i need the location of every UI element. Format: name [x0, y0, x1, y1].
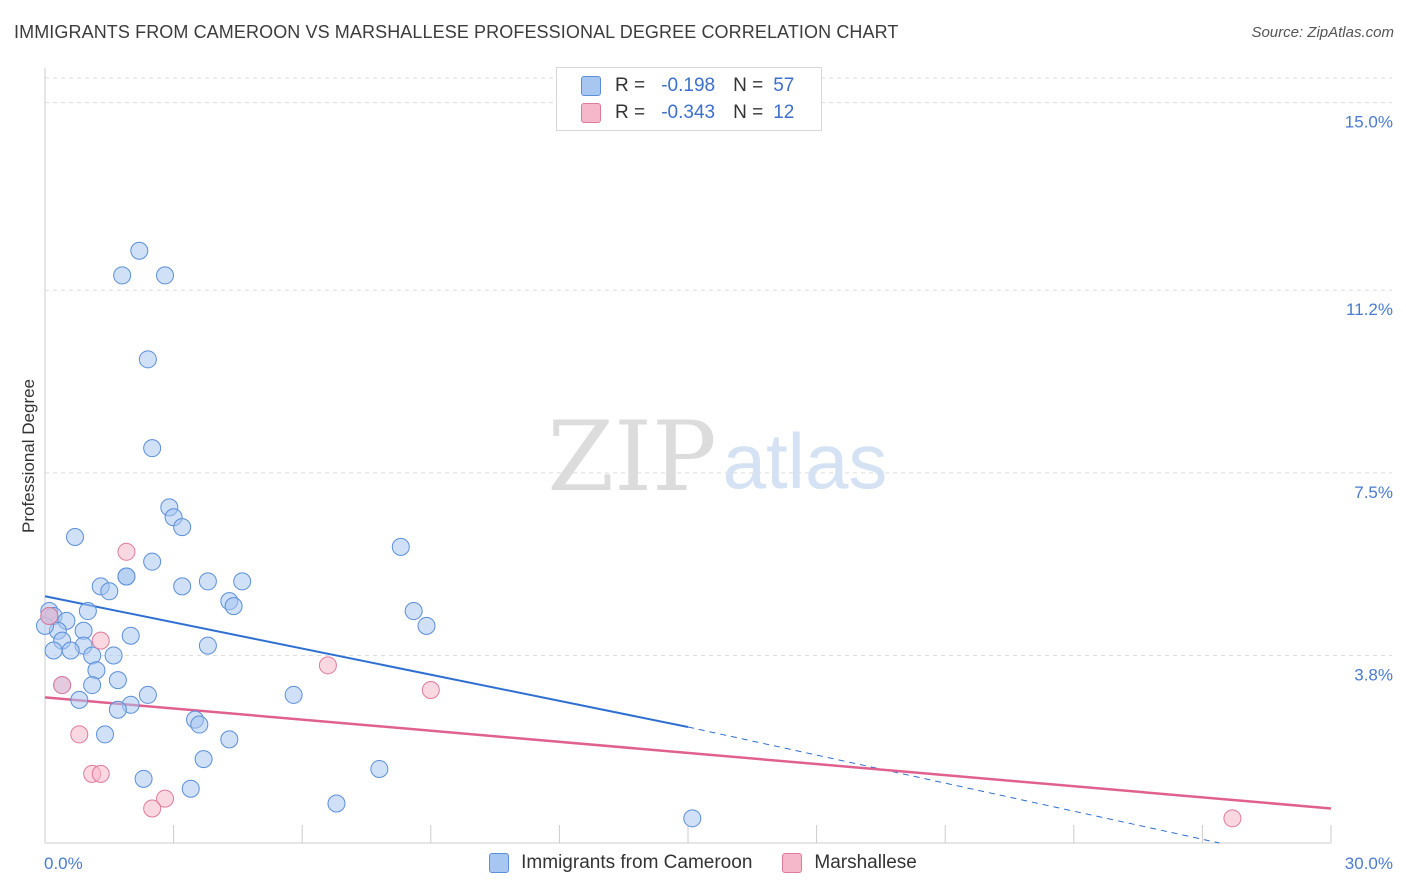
data-point-cameroon: [108, 671, 127, 690]
data-point-cameroon: [117, 567, 136, 586]
legend-swatch-cameroon: [489, 853, 510, 873]
legend-r-value: -0.343: [661, 102, 716, 123]
axes: [44, 68, 1332, 844]
legend-n-value: 12: [773, 102, 795, 123]
legend-n-label: N =: [733, 75, 764, 96]
x-tick-label: 0.0%: [44, 854, 83, 873]
series-cameroon-points: [36, 241, 702, 828]
correlation-legend: R = -0.198 N = 57 R = -0.343 N = 12: [556, 67, 822, 131]
watermark-atlas: atlas: [723, 417, 888, 505]
source-label: Source: ZipAtlas.com: [1251, 24, 1394, 41]
data-point-marshallese: [53, 676, 72, 695]
data-point-cameroon: [194, 750, 213, 769]
data-point-cameroon: [108, 700, 127, 719]
trend-line-cameroon-extrapolated: [687, 726, 1220, 844]
data-point-marshallese: [91, 631, 110, 650]
legend-n-value: 57: [773, 75, 795, 96]
data-point-cameroon: [198, 636, 217, 655]
data-point-cameroon: [156, 266, 175, 285]
watermark-zip: ZIP: [547, 401, 716, 513]
trend-lines: [44, 595, 1332, 844]
data-point-cameroon: [173, 518, 192, 537]
data-point-marshallese: [40, 606, 59, 625]
y-tick-label: 11.2%: [1346, 300, 1393, 319]
legend-item-cameroon: Immigrants from Cameroon: [489, 852, 752, 874]
series-marshallese-points: [40, 542, 1242, 828]
data-point-cameroon: [66, 528, 85, 546]
data-point-cameroon: [233, 572, 252, 591]
data-point-cameroon: [327, 794, 346, 813]
data-point-cameroon: [121, 626, 140, 645]
x-tick-label: 30.0%: [1345, 854, 1393, 873]
data-point-cameroon: [100, 582, 119, 601]
legend-r-label: R =: [615, 75, 646, 96]
data-point-marshallese: [117, 542, 136, 561]
legend-label-cameroon: Immigrants from Cameroon: [521, 852, 753, 873]
y-axis-label: Professional Degree: [19, 379, 38, 533]
tick-labels: 3.8% 7.5% 11.2% 15.0% 0.0% 30.0%: [44, 113, 1393, 873]
data-point-marshallese: [91, 764, 110, 783]
data-point-cameroon: [224, 597, 243, 616]
data-point-cameroon: [190, 715, 209, 734]
legend-item-marshallese: Marshallese: [782, 852, 917, 874]
data-point-cameroon: [220, 730, 239, 749]
watermark: ZIP atlas: [547, 401, 887, 513]
data-point-cameroon: [143, 552, 162, 571]
y-tick-label: 3.8%: [1354, 665, 1393, 684]
legend-n-label: N =: [733, 102, 764, 123]
y-tick-label: 15.0%: [1345, 113, 1393, 132]
y-tick-label: 7.5%: [1354, 483, 1393, 502]
data-point-cameroon: [284, 685, 303, 704]
legend-swatch-marshallese: [581, 103, 601, 123]
data-point-cameroon: [113, 266, 132, 285]
data-point-marshallese: [156, 789, 175, 808]
legend-swatch-marshallese: [782, 853, 803, 873]
data-point-cameroon: [134, 769, 153, 788]
data-point-cameroon: [70, 690, 89, 709]
data-point-cameroon: [130, 241, 149, 260]
legend-r-value: -0.198: [661, 75, 716, 96]
data-point-cameroon: [173, 577, 192, 596]
legend-label-marshallese: Marshallese: [814, 852, 917, 873]
data-point-cameroon: [683, 809, 702, 828]
chart-title: IMMIGRANTS FROM CAMEROON VS MARSHALLESE …: [14, 22, 899, 42]
data-point-marshallese: [1223, 809, 1242, 828]
legend-row-cameroon: R = -0.198 N = 57: [581, 74, 794, 98]
legend-swatch-cameroon: [581, 76, 601, 96]
data-point-marshallese: [318, 656, 337, 675]
trend-line-marshallese: [44, 696, 1332, 810]
data-point-cameroon: [391, 537, 410, 556]
data-point-cameroon: [138, 685, 157, 704]
data-point-cameroon: [370, 759, 389, 778]
grid-lines: [45, 77, 1392, 656]
data-point-marshallese: [70, 725, 89, 744]
data-point-cameroon: [404, 602, 423, 621]
data-point-cameroon: [78, 602, 97, 621]
data-point-cameroon: [96, 725, 115, 744]
data-point-cameroon: [83, 646, 102, 665]
data-point-cameroon: [417, 616, 436, 635]
data-point-cameroon: [138, 350, 157, 369]
legend-r-label: R =: [615, 102, 646, 123]
series-legend: Immigrants from Cameroon Marshallese: [0, 852, 1406, 874]
data-point-cameroon: [87, 661, 106, 680]
data-point-cameroon: [143, 439, 162, 458]
data-point-cameroon: [83, 676, 102, 695]
data-point-cameroon: [181, 779, 200, 798]
data-point-cameroon: [104, 646, 123, 665]
trend-line-cameroon: [44, 595, 689, 728]
data-point-marshallese: [143, 799, 162, 818]
data-point-marshallese: [421, 681, 440, 699]
legend-row-marshallese: R = -0.343 N = 12: [581, 101, 794, 125]
data-point-cameroon: [198, 572, 217, 591]
data-point-cameroon: [44, 641, 63, 660]
data-point-cameroon: [61, 641, 80, 660]
